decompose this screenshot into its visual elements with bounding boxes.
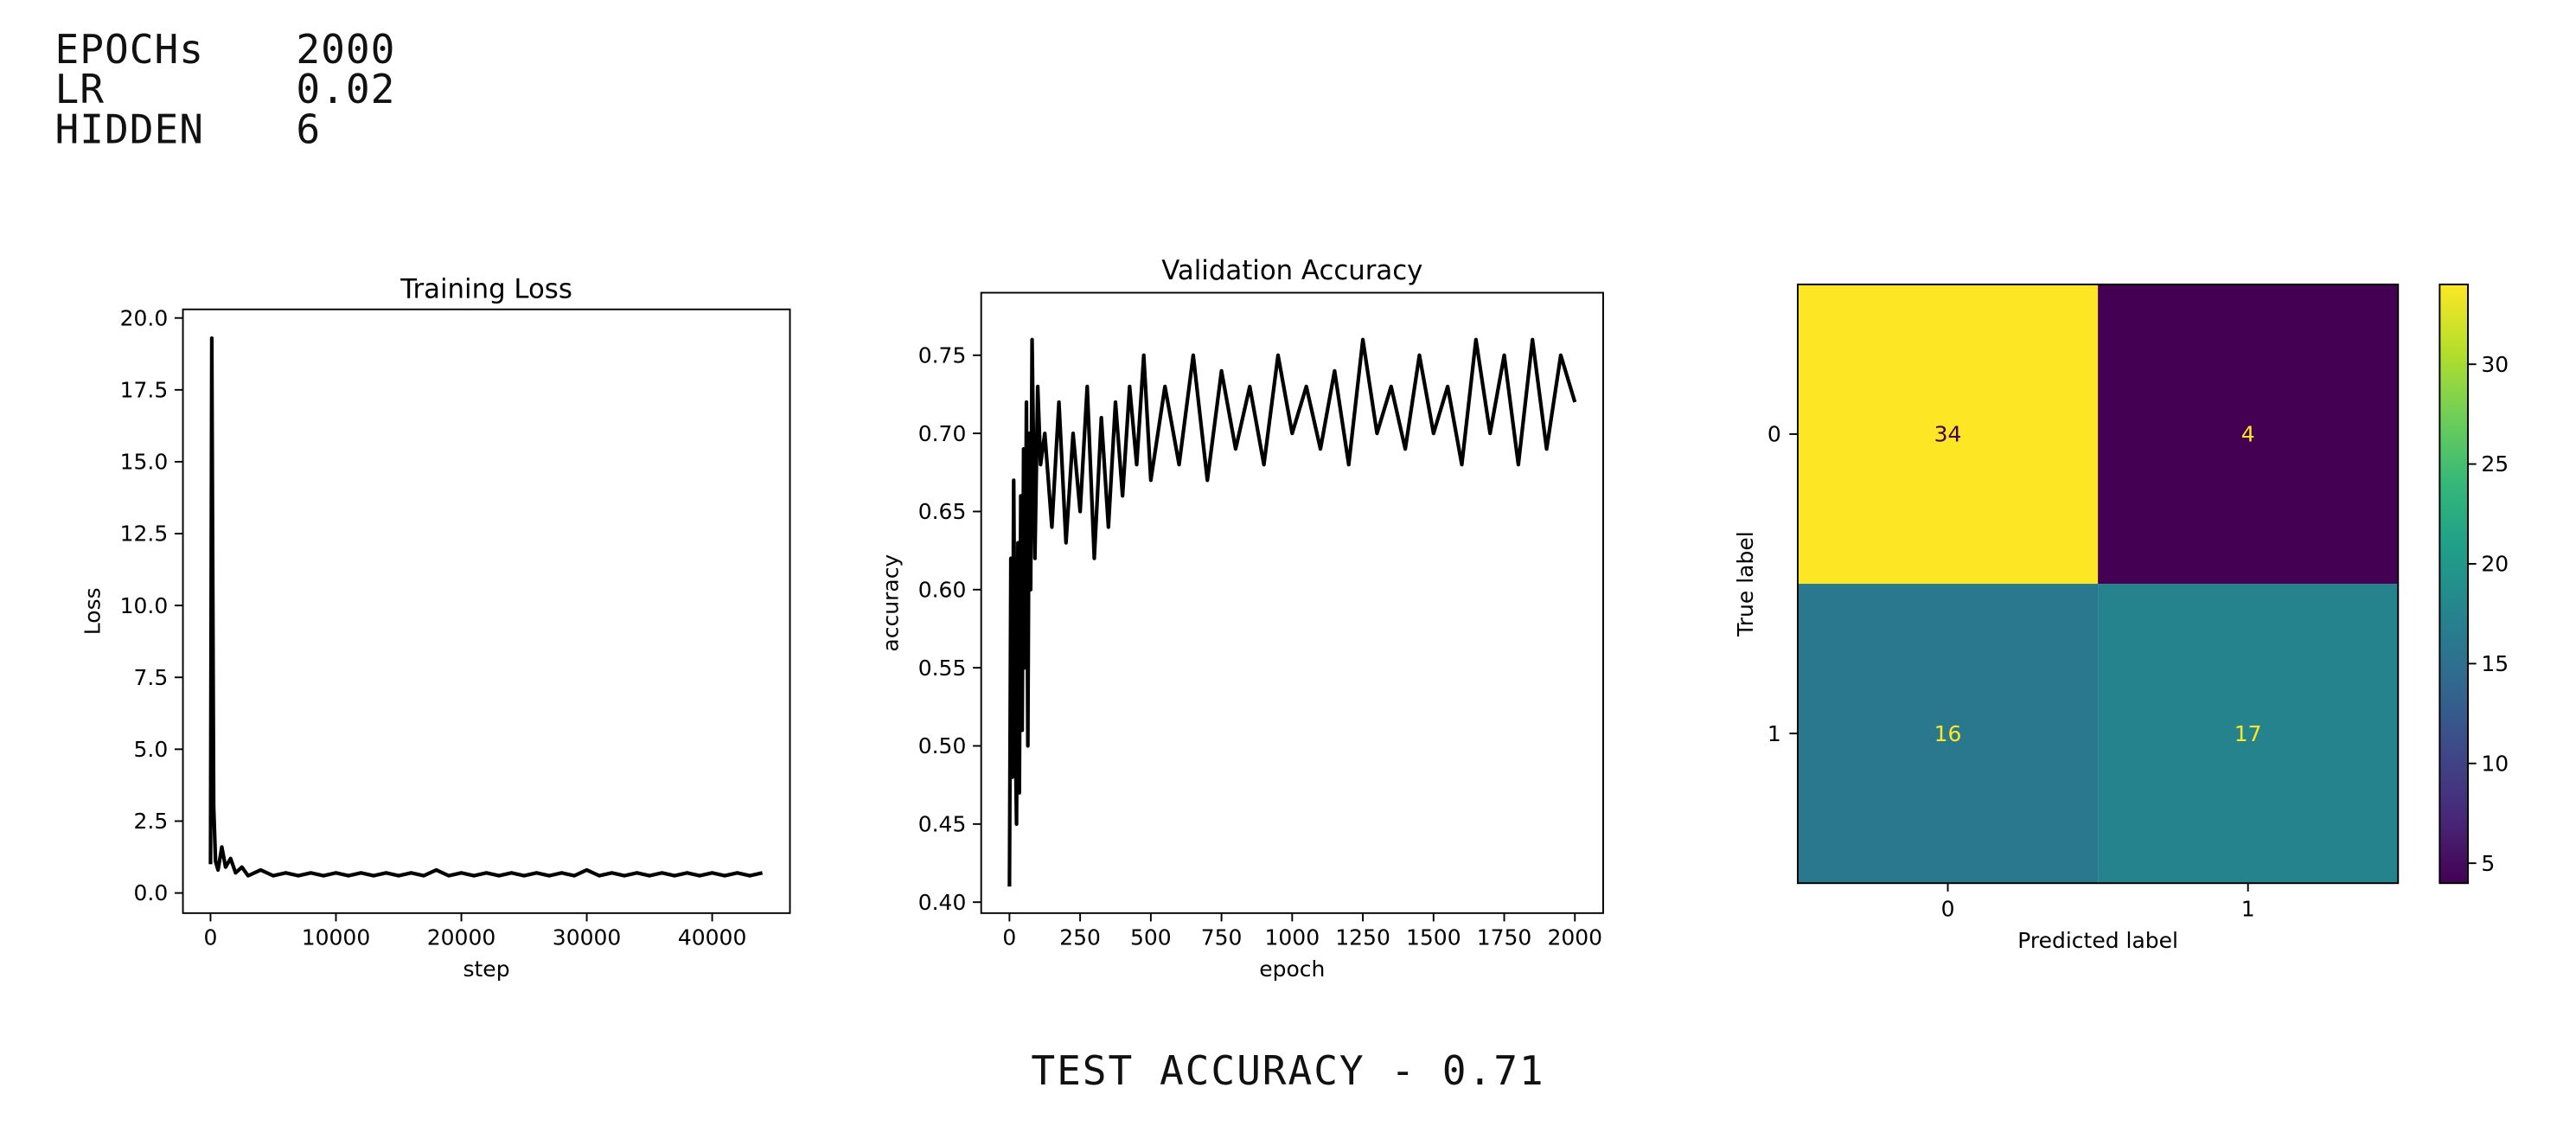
chart-title: Training Loss: [400, 273, 572, 304]
x-tick-label: 500: [1130, 924, 1172, 950]
x-tick-label: 0: [1941, 897, 1955, 922]
colorbar-tick-label: 15: [2481, 651, 2509, 676]
y-tick-label: 0.75: [918, 342, 967, 368]
param-epochs-label: EPOCHs: [54, 26, 204, 74]
param-epochs-value: 2000: [296, 26, 396, 74]
test-accuracy: TEST ACCURACY - 0.71: [1031, 1047, 1545, 1095]
cell-value: 17: [2234, 721, 2262, 746]
validation-accuracy-chart: Validation Accuracy 0 250 500 750 1000 1250 150…: [879, 255, 1604, 982]
y-tick-label: 0.0: [133, 880, 168, 905]
param-lr-label: LR: [54, 66, 105, 113]
x-tick-label: 1750: [1477, 924, 1532, 950]
y-tick-label: 0.65: [918, 499, 967, 524]
x-tick-label: 1000: [1265, 924, 1320, 950]
x-tick-label: 0: [204, 924, 218, 950]
x-tick-label: 20000: [427, 924, 496, 950]
x-axis-label: Predicted label: [2017, 928, 2178, 953]
param-epochs: EPOCHs 2000: [54, 30, 395, 70]
y-tick-label: 5.0: [133, 737, 168, 762]
y-axis-label: Loss: [80, 587, 105, 635]
colorbar-tick-label: 10: [2481, 751, 2509, 776]
matrix-cell: [2098, 584, 2399, 884]
x-tick-label: 10000: [302, 924, 371, 950]
y-tick-label: 0: [1767, 422, 1781, 447]
chart-title: Validation Accuracy: [1161, 255, 1422, 286]
x-tick-label: 750: [1201, 924, 1243, 950]
param-hidden-label: HIDDEN: [54, 106, 204, 153]
training-loss-chart: Training Loss 0 10000 20000 30000 40000 0.0 2.5…: [80, 273, 791, 982]
y-tick-label: 0.55: [918, 656, 967, 681]
cell-value: 16: [1934, 721, 1962, 746]
hyperparameters: EPOCHs 2000 LR 0.02 HIDDEN 6: [54, 30, 395, 150]
matrix-cell: [1797, 584, 2099, 884]
y-tick-label: 0.45: [918, 811, 967, 836]
matrix-cell: [1797, 284, 2099, 585]
matrix-cell: [2098, 284, 2399, 585]
param-hidden: HIDDEN 6: [54, 110, 395, 150]
x-tick-label: 250: [1059, 924, 1101, 950]
param-lr-value: 0.02: [296, 66, 396, 113]
y-tick-label: 2.5: [133, 809, 168, 834]
plot-frame: [182, 308, 791, 914]
y-axis-label: True label: [1733, 531, 1758, 637]
x-tick-label: 1: [2241, 897, 2255, 922]
y-tick-label: 0.70: [918, 421, 967, 446]
series-line: [208, 336, 764, 878]
x-axis-label: step: [463, 956, 509, 982]
y-tick-label: 15.0: [120, 450, 169, 475]
colorbar-tick-label: 5: [2481, 851, 2495, 876]
y-tick-label: 0.40: [918, 890, 967, 915]
series-line: [1007, 337, 1577, 887]
y-tick-label: 7.5: [133, 665, 168, 690]
y-tick-label: 17.5: [120, 377, 169, 402]
colorbar-tick-label: 25: [2481, 451, 2509, 477]
colorbar-tick-label: 30: [2481, 352, 2509, 377]
x-tick-label: 2000: [1547, 924, 1602, 950]
y-tick-label: 0.50: [918, 733, 967, 758]
x-axis-label: epoch: [1259, 956, 1325, 982]
param-hidden-value: 6: [296, 106, 322, 153]
y-tick-label: 12.5: [120, 521, 169, 547]
x-tick-label: 40000: [678, 924, 747, 950]
x-tick-label: 0: [1002, 924, 1016, 950]
colorbar: [2439, 283, 2469, 885]
colorbar-tick-label: 20: [2481, 552, 2509, 577]
x-tick-label: 1250: [1335, 924, 1390, 950]
x-tick-label: 1500: [1406, 924, 1461, 950]
y-tick-label: 0.60: [918, 577, 967, 602]
cell-value: 4: [2241, 422, 2255, 447]
param-lr: LR 0.02: [54, 70, 395, 110]
x-tick-label: 30000: [553, 924, 622, 950]
matrix-frame: [1797, 283, 2400, 885]
y-tick-label: 1: [1767, 721, 1781, 746]
cell-value: 34: [1934, 422, 1962, 447]
y-tick-label: 10.0: [120, 593, 169, 618]
y-tick-label: 20.0: [120, 305, 169, 330]
y-axis-label: accuracy: [879, 554, 904, 652]
